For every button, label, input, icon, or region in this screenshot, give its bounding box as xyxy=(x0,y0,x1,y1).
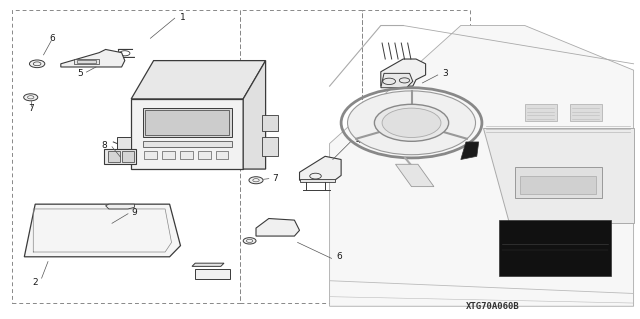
Bar xyxy=(12,10,240,303)
Text: 1: 1 xyxy=(180,13,185,22)
Polygon shape xyxy=(300,179,335,182)
Circle shape xyxy=(348,91,476,155)
Bar xyxy=(143,141,232,147)
Circle shape xyxy=(24,94,38,101)
Circle shape xyxy=(29,60,45,68)
Bar xyxy=(145,110,229,135)
Bar xyxy=(144,151,157,159)
Bar xyxy=(162,151,175,159)
Bar xyxy=(104,149,136,164)
Polygon shape xyxy=(61,49,125,67)
Bar xyxy=(143,108,232,137)
Text: 9: 9 xyxy=(132,208,137,217)
Polygon shape xyxy=(483,128,634,223)
Bar xyxy=(262,115,278,131)
Polygon shape xyxy=(396,164,434,187)
Polygon shape xyxy=(381,59,426,86)
Bar xyxy=(362,10,470,144)
Bar xyxy=(108,151,120,162)
Bar xyxy=(180,151,193,159)
Text: 7: 7 xyxy=(28,104,33,113)
Polygon shape xyxy=(300,156,341,180)
Bar xyxy=(77,60,96,63)
Text: 6: 6 xyxy=(50,34,55,43)
Bar xyxy=(520,176,596,194)
Text: 7: 7 xyxy=(273,174,278,183)
Bar xyxy=(198,151,211,159)
Bar xyxy=(216,151,228,159)
Text: 4: 4 xyxy=(356,136,361,145)
Text: 3: 3 xyxy=(442,69,447,78)
Text: 6: 6 xyxy=(337,252,342,261)
Polygon shape xyxy=(461,142,479,160)
Text: 8: 8 xyxy=(102,141,107,150)
Circle shape xyxy=(243,238,256,244)
Bar xyxy=(74,59,99,64)
Polygon shape xyxy=(243,61,266,169)
Bar xyxy=(240,10,362,303)
Bar xyxy=(525,104,557,121)
Bar xyxy=(195,269,230,279)
Polygon shape xyxy=(24,204,180,257)
Polygon shape xyxy=(381,73,413,88)
Text: 5: 5 xyxy=(77,69,83,78)
Bar xyxy=(262,137,278,156)
Polygon shape xyxy=(330,26,634,306)
Polygon shape xyxy=(131,99,243,169)
Bar xyxy=(515,167,602,198)
Circle shape xyxy=(374,104,449,141)
Circle shape xyxy=(249,177,263,184)
Text: XTG70A060B: XTG70A060B xyxy=(466,302,520,311)
Polygon shape xyxy=(106,204,134,209)
Bar xyxy=(499,220,611,276)
Text: 2: 2 xyxy=(33,278,38,287)
Polygon shape xyxy=(192,263,224,266)
Circle shape xyxy=(382,108,441,137)
Bar xyxy=(122,151,134,162)
Polygon shape xyxy=(256,219,300,236)
Polygon shape xyxy=(117,137,131,150)
Bar xyxy=(570,104,602,121)
Polygon shape xyxy=(131,61,266,99)
